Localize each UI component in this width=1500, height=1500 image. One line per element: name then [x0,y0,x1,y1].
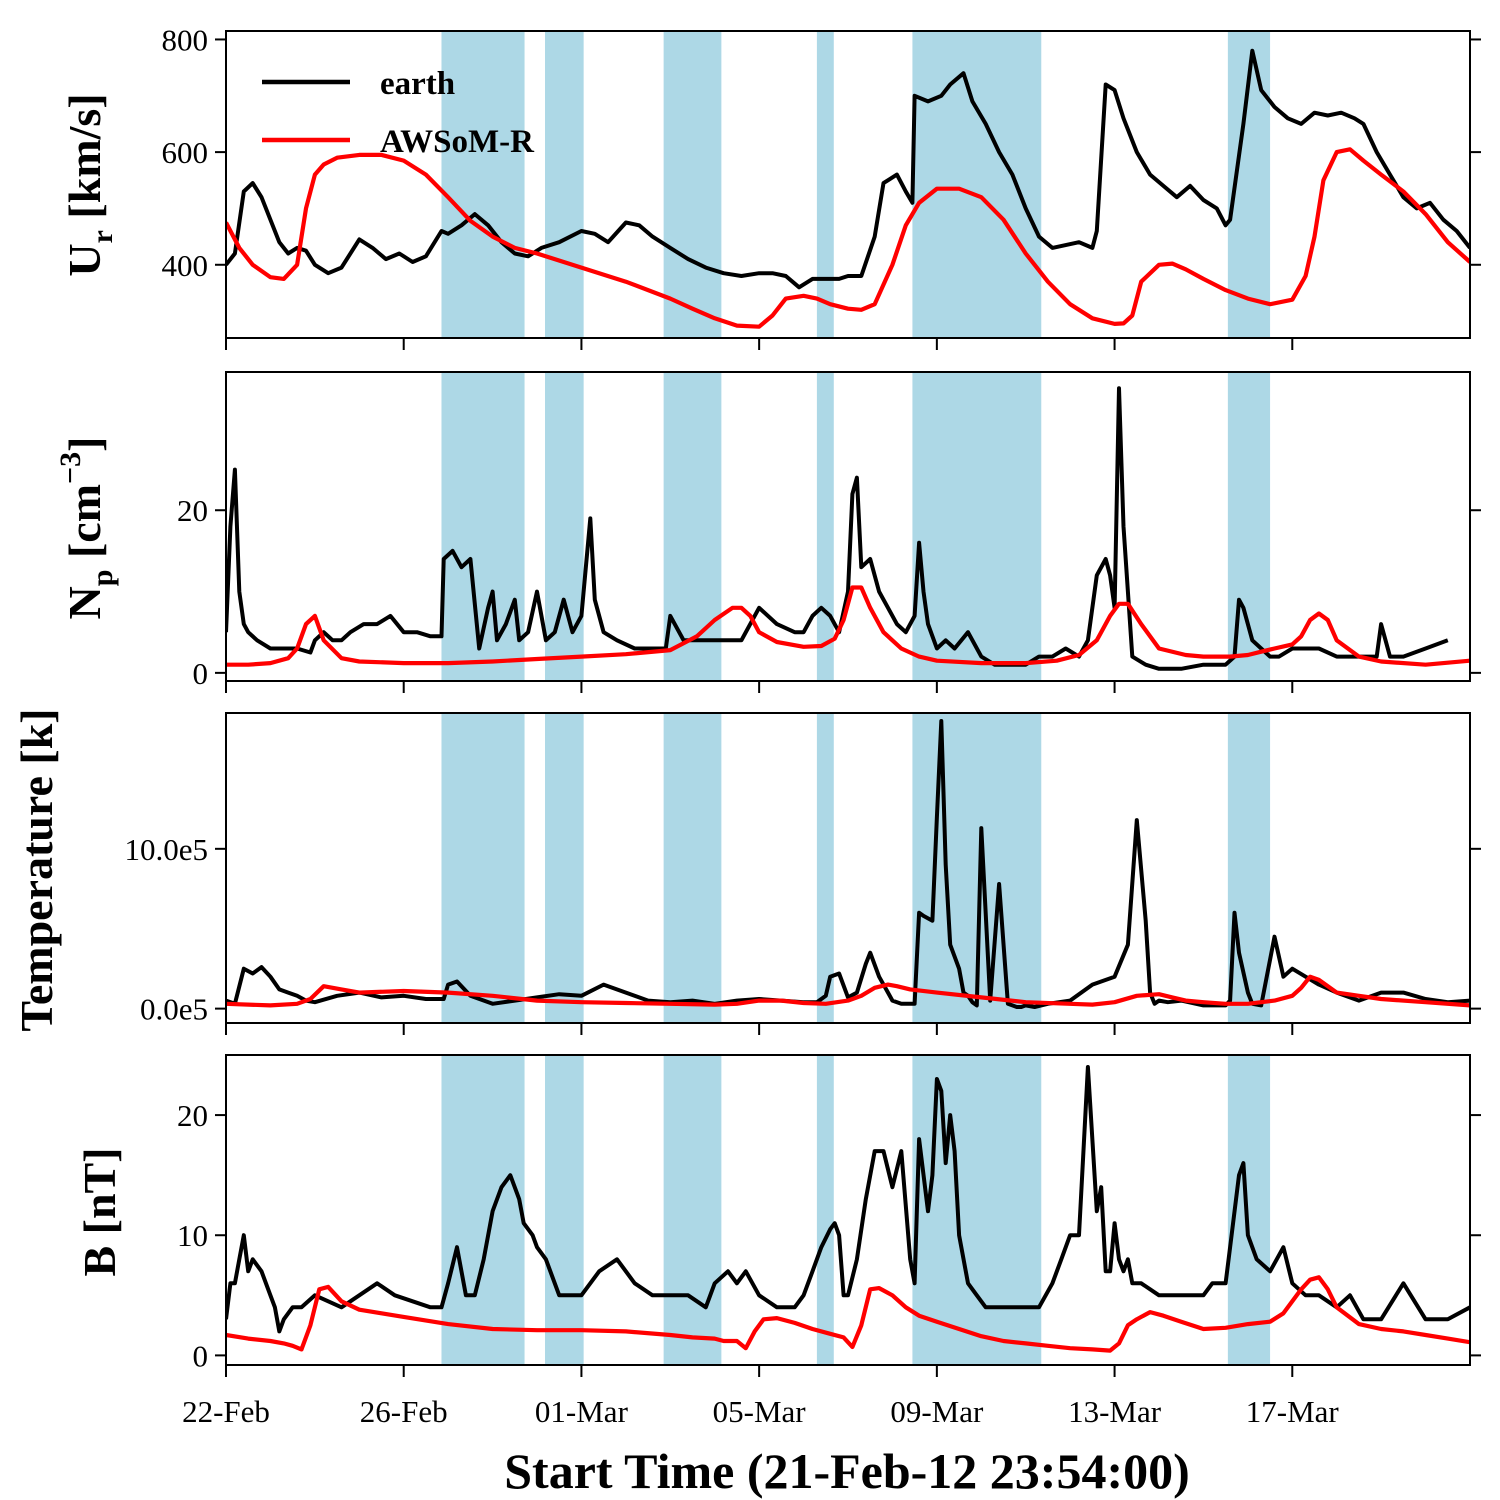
y-axis-labels: Ur [km/s] Np [cm−3] Temperature [k] B [nT] [11,93,125,1276]
y-tick-label: 400 [162,248,209,283]
series-line-awsom-r [226,1275,1470,1353]
shaded-interval [544,713,584,1023]
panel-frame [225,371,1471,682]
panel-frame [225,1054,1471,1366]
y-tick-label: 20 [177,493,208,528]
x-tick-label: 09-Mar [890,1394,984,1429]
x-tick-label: 13-Mar [1068,1394,1162,1429]
shaded-interval [663,372,722,681]
shaded-interval [544,372,584,681]
y-tick-label: 0.0e5 [140,992,208,1027]
series-line-earth [226,48,1470,290]
y-tick-label: 10.0e5 [124,832,208,867]
shaded-interval [663,713,722,1023]
shaded-interval [816,372,834,681]
y-tick-label: 20 [177,1098,208,1133]
series-line-earth [226,386,1449,671]
legend-label-earth: earth [380,66,455,102]
shaded-interval [1227,713,1271,1023]
series-line-earth [226,719,1470,1009]
shaded-interval [663,31,722,338]
x-axis-label: Start Time (21-Feb-12 23:54:00) [504,1443,1190,1499]
shaded-interval [663,1055,722,1365]
x-tick-label: 01-Mar [535,1394,629,1429]
panels-layer: 400 600 800 0 20 0.0e5 10.0e5 0 10 20 22-Feb 26-Feb… [124,22,1481,1429]
x-tick-label: 05-Mar [713,1394,807,1429]
shaded-interval [441,713,525,1023]
y-tick-label: 800 [162,22,209,57]
shaded-interval [544,31,584,338]
shaded-interval [816,31,834,338]
legend: earth AWSoM-R [262,66,535,160]
y-axis-label-np: Np [cm−3] [54,437,119,620]
panel-frame [225,30,1471,339]
y-tick-label: 10 [177,1218,208,1253]
panel-ur: 400 600 800 [162,22,1481,350]
panel-b: 0 10 20 22-Feb 26-Feb 01-Mar 05-Mar 09-Mar 13-Ma… [177,1054,1481,1429]
shaded-interval [816,713,834,1023]
legend-label-awsom-r: AWSoM-R [380,124,535,160]
y-tick-label: 0 [193,656,209,691]
x-tick-label: 22-Feb [182,1394,270,1429]
panel-np: 0 20 [177,371,1481,693]
shaded-interval [544,1055,584,1365]
shaded-interval [912,31,1042,338]
y-axis-label-ur: Ur [km/s] [59,93,119,276]
shaded-interval [816,1055,834,1365]
y-tick-label: 0 [193,1338,209,1373]
y-axis-label-temp: Temperature [k] [11,708,62,1031]
series-line-awsom-r [226,585,1470,667]
series-line-awsom-r [226,147,1470,329]
panel-temp: 0.0e5 10.0e5 [124,712,1481,1035]
shaded-interval [912,372,1042,681]
shaded-interval [441,31,525,338]
shaded-interval [441,1055,525,1365]
y-tick-label: 600 [162,135,209,170]
series-line-awsom-r [226,974,1470,1008]
series-line-earth [226,1065,1470,1334]
x-tick-label: 26-Feb [360,1394,448,1429]
x-tick-label: 17-Mar [1246,1394,1340,1429]
y-axis-label-b: B [nT] [74,1147,125,1276]
panel-frame [225,712,1471,1024]
